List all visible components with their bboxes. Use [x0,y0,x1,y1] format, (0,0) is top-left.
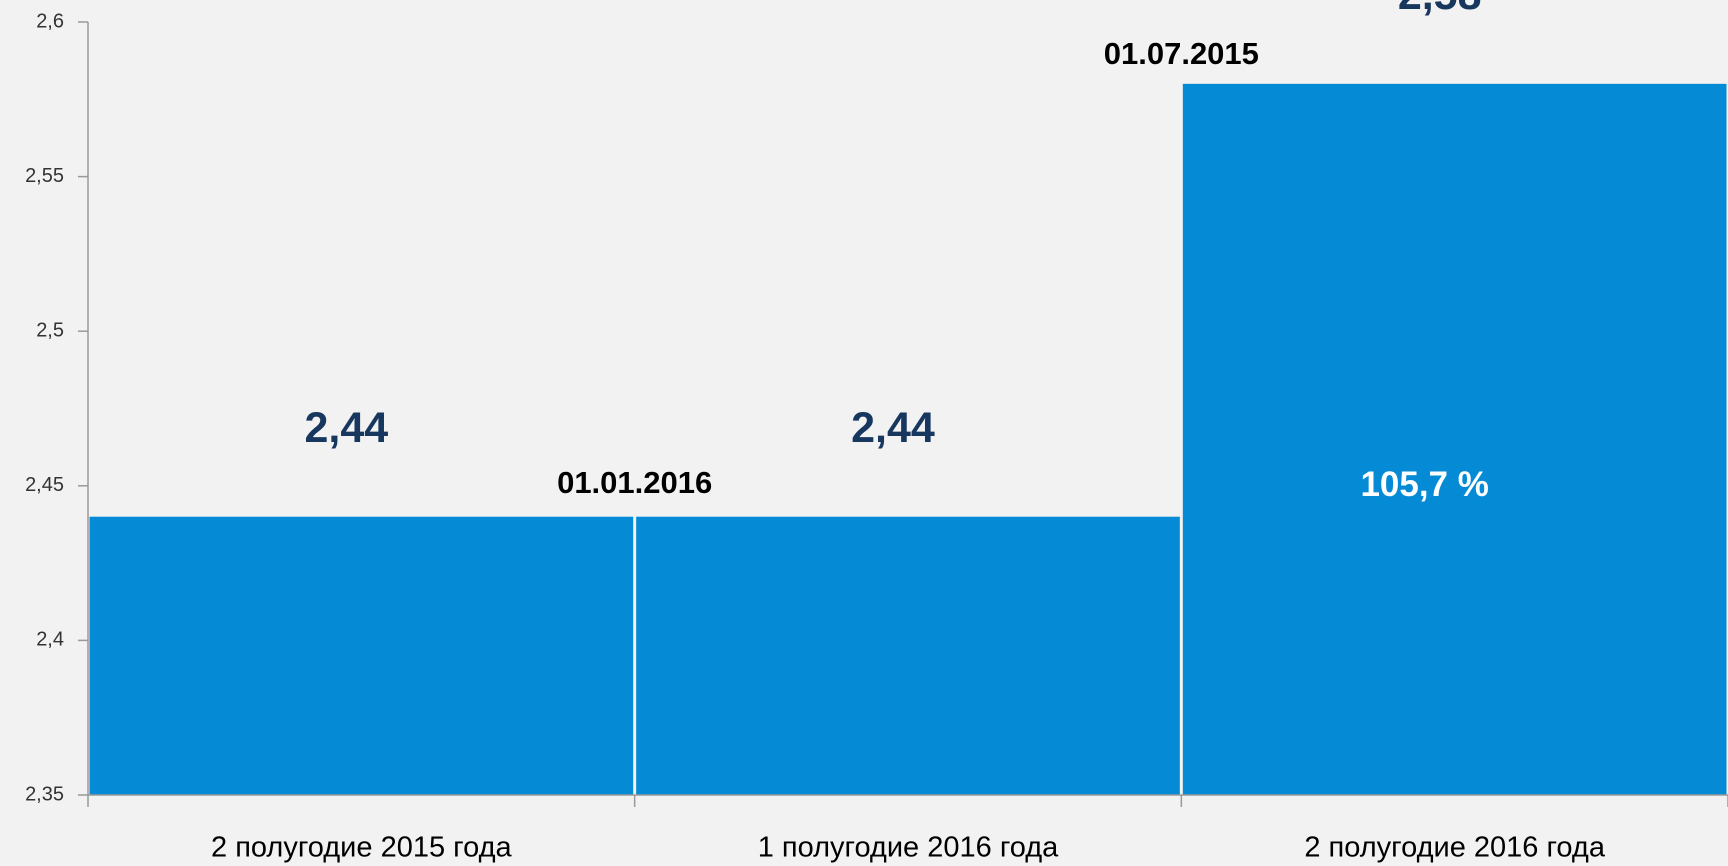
y-tick-label: 2,55 [25,165,64,187]
value-label: 2,58 [1398,0,1482,19]
y-tick-label: 2,35 [25,783,64,805]
annotation: 01.01.2016 [557,465,712,500]
y-tick-label: 2,45 [25,474,64,496]
y-tick-label: 2,6 [36,10,64,32]
bar [89,516,634,795]
bar [636,516,1180,795]
x-tick-label: 1 полугодие 2016 года [758,832,1059,864]
x-tick-label: 2 полугодие 2015 года [211,832,512,864]
value-label: 2,44 [851,404,935,452]
y-tick-label: 2,5 [36,319,64,341]
x-tick-label: 2 полугодие 2016 года [1304,832,1605,864]
annotation: 01.07.2015 [1104,36,1259,71]
value-label: 2,44 [304,404,388,452]
annotation: 105,7 % [1360,465,1488,504]
y-tick-label: 2,4 [36,629,64,651]
bar [1182,83,1727,796]
